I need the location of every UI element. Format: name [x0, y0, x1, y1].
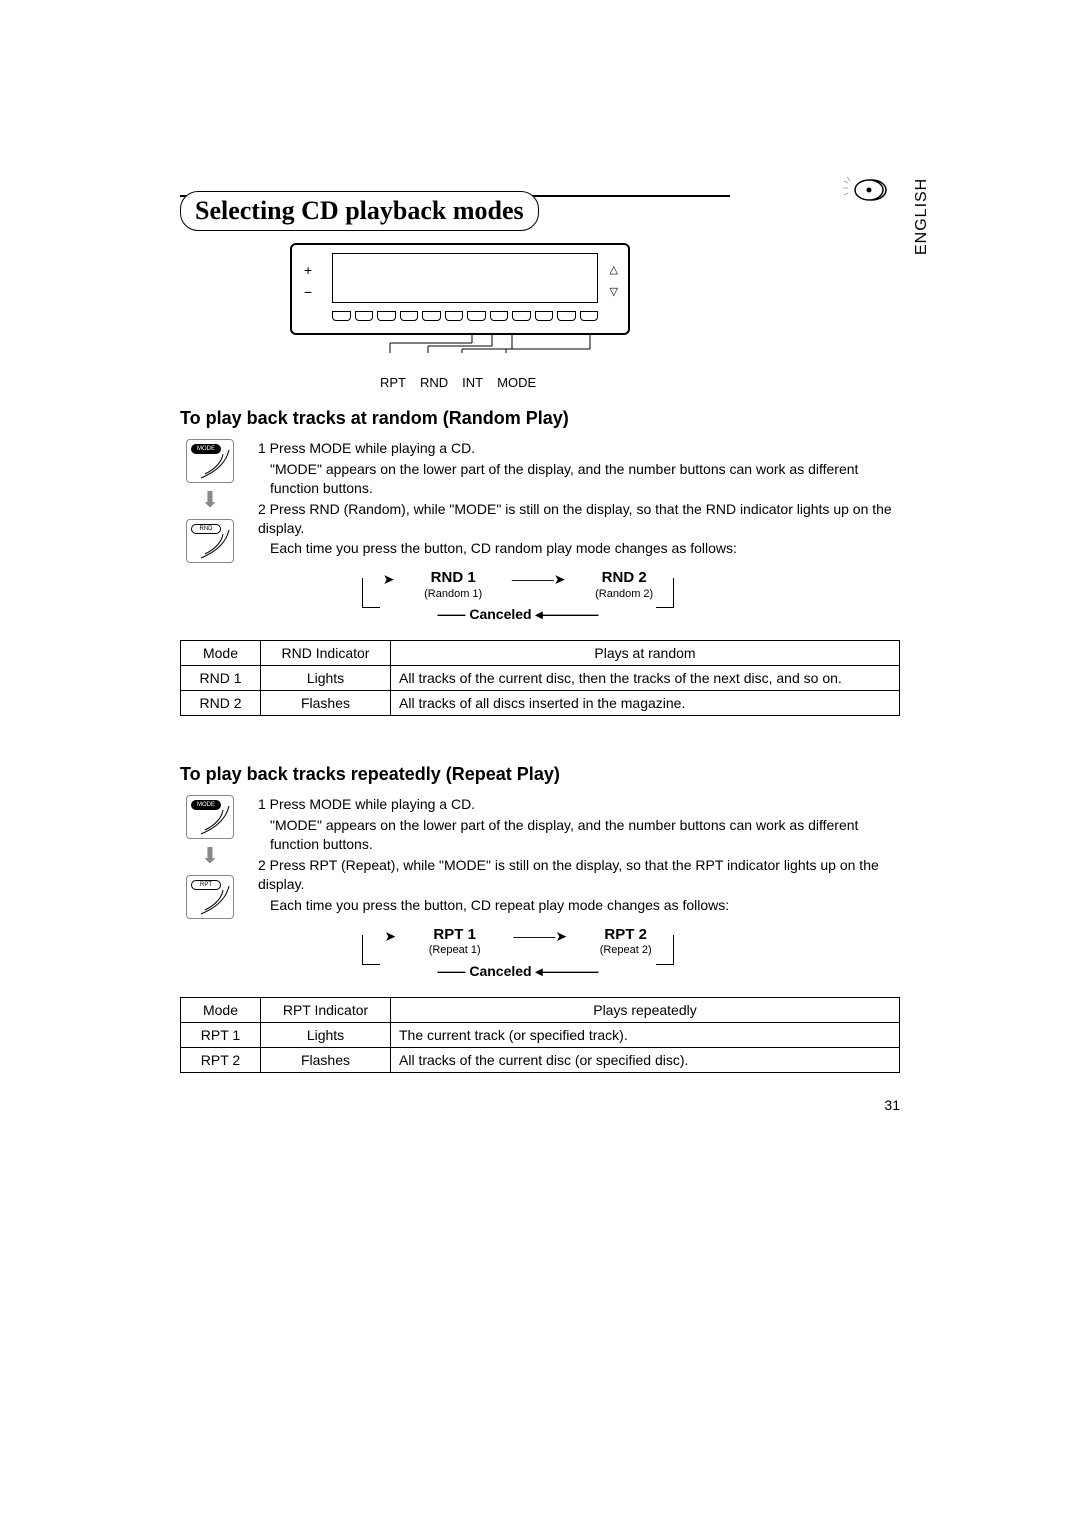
page-number: 31 [884, 1097, 900, 1113]
minus-symbol: − [304, 281, 312, 303]
table-row: RPT 2 Flashes All tracks of the current … [181, 1047, 900, 1072]
table-row: RND 2 Flashes All tracks of all discs in… [181, 691, 900, 716]
down-arrow-icon: ⬇ [180, 487, 240, 513]
table-header: Mode [181, 641, 261, 666]
section-title: Selecting CD playback modes [195, 196, 524, 225]
mode-button-thumb: MODE [186, 439, 234, 483]
random-mode-table: Mode RND Indicator Plays at random RND 1… [180, 640, 900, 716]
label-rpt: RPT [380, 375, 406, 390]
repeat-step2-body: Each time you press the button, CD repea… [258, 896, 900, 915]
label-int: INT [462, 375, 483, 390]
table-header: Mode [181, 997, 261, 1022]
random-cycle-diagram: ➤ RND 1(Random 1) ———➤ RND 2(Random 2) —… [368, 568, 668, 624]
rpt-button-thumb: RPT [186, 875, 234, 919]
mode-button-thumb: MODE [186, 795, 234, 839]
table-header: RND Indicator [261, 641, 391, 666]
repeat-step1-lead: 1 Press MODE while playing a CD. [258, 795, 900, 814]
label-mode: MODE [497, 375, 536, 390]
language-tab: ENGLISH [913, 178, 931, 255]
random-step1-lead: 1 Press MODE while playing a CD. [258, 439, 900, 458]
nav-up-icon: △ [610, 259, 618, 281]
random-step2-lead: 2 Press RND (Random), while "MODE" is st… [258, 500, 900, 538]
repeat-step2-lead: 2 Press RPT (Repeat), while "MODE" is st… [258, 856, 900, 894]
repeat-heading: To play back tracks repeatedly (Repeat P… [180, 764, 900, 785]
table-header: RPT Indicator [261, 997, 391, 1022]
repeat-mode-table: Mode RPT Indicator Plays repeatedly RPT … [180, 997, 900, 1073]
table-header: Plays repeatedly [391, 997, 900, 1022]
random-step2-body: Each time you press the button, CD rando… [258, 539, 900, 558]
random-step1-body: "MODE" appears on the lower part of the … [258, 460, 900, 498]
table-row: RPT 1 Lights The current track (or speci… [181, 1022, 900, 1047]
nav-down-icon: ▽ [610, 281, 618, 303]
rnd-button-thumb: RND [186, 519, 234, 563]
table-row: RND 1 Lights All tracks of the current d… [181, 666, 900, 691]
device-screen [332, 253, 598, 303]
plus-symbol: + [304, 259, 312, 281]
repeat-cycle-diagram: ➤ RPT 1(Repeat 1) ———➤ RPT 2(Repeat 2) —… [368, 925, 668, 981]
random-heading: To play back tracks at random (Random Pl… [180, 408, 900, 429]
down-arrow-icon: ⬇ [180, 843, 240, 869]
repeat-step1-body: "MODE" appears on the lower part of the … [258, 816, 900, 854]
label-rnd: RND [420, 375, 448, 390]
cd-icon [842, 175, 890, 210]
device-illustration: + − △ ▽ RPT RND INT MO [290, 243, 630, 390]
leader-lines [290, 335, 630, 355]
device-button-row [332, 311, 598, 325]
section-title-box: Selecting CD playback modes [180, 191, 539, 231]
table-header: Plays at random [391, 641, 900, 666]
